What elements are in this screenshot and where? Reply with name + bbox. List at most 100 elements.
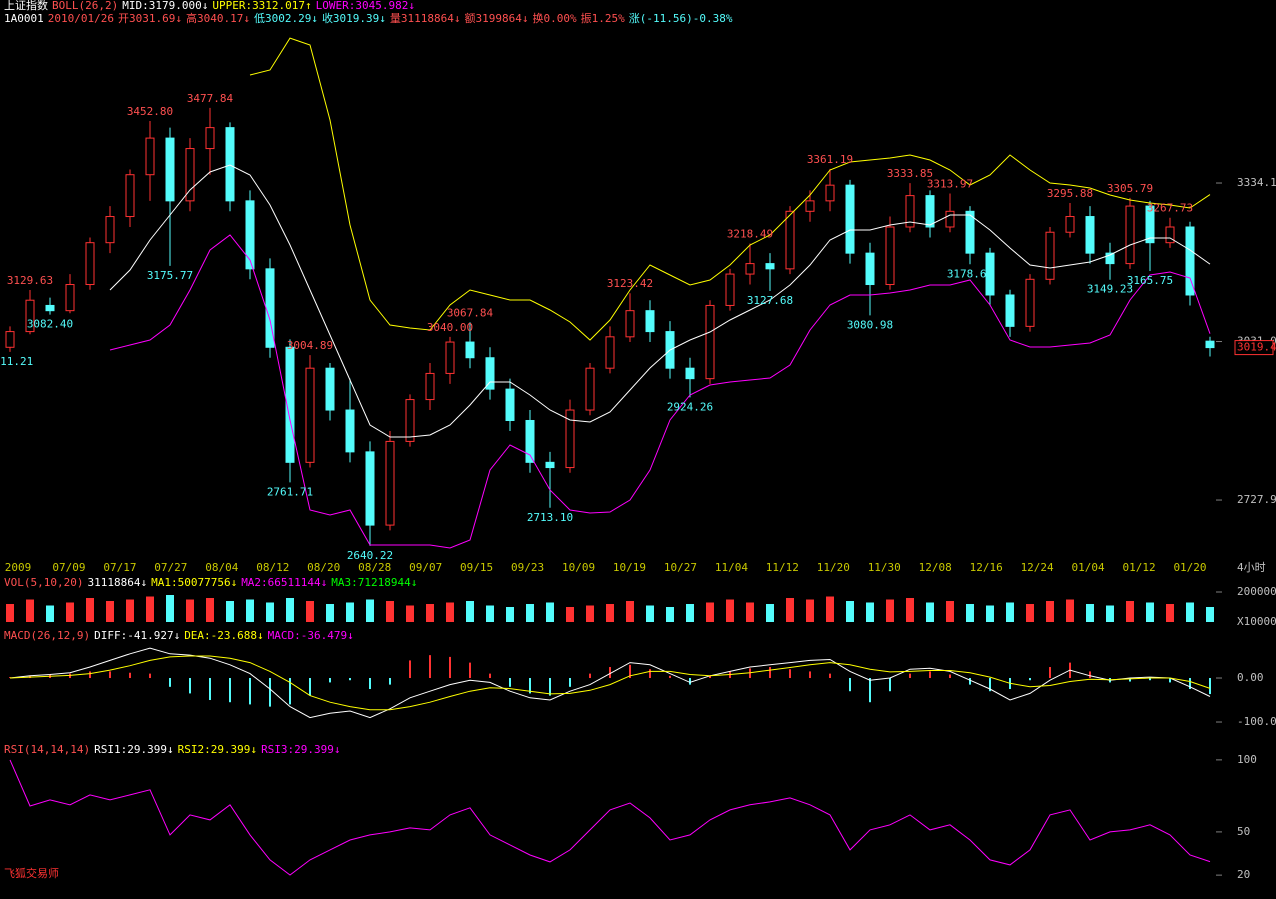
header-text: MA3:71218944↓ (331, 576, 417, 589)
candle-body (1205, 340, 1215, 349)
indicator-line (109, 164, 1211, 438)
header-text: 量31118864↓ (390, 12, 461, 25)
x-tick-label: 01/12 (1122, 561, 1155, 574)
candle-body (505, 388, 515, 421)
header-text: 振1.25% (581, 11, 625, 25)
header-text: VOL(5,10,20) (4, 576, 83, 589)
volume-bar (806, 599, 814, 622)
header-text: RSI2:29.399↓ (178, 743, 257, 756)
candle-body (1145, 205, 1155, 244)
indicator-line (249, 37, 1211, 341)
extreme-label: 3011.21 (0, 355, 33, 368)
header-text: RSI3:29.399↓ (261, 743, 340, 756)
header-text: 涨(-11.56)-0.38% (629, 12, 733, 25)
volume-bar (26, 599, 34, 622)
extreme-label: 3333.85 (887, 167, 933, 180)
candle-body (445, 341, 455, 374)
volume-bar (186, 599, 194, 622)
volume-bar (266, 602, 274, 622)
candle-body (345, 409, 355, 453)
candle-body (685, 367, 695, 380)
extreme-label: 3361.19 (807, 153, 853, 166)
volume-bar (626, 601, 634, 622)
x-tick-label: 08/04 (205, 561, 238, 574)
header-text: 收3019.39↓ (322, 11, 386, 25)
candle-body (825, 184, 835, 202)
candle-body (85, 242, 95, 286)
candle-body (1085, 216, 1095, 254)
header-text: 31118864↓ (87, 576, 147, 589)
x-tick-label: 11/04 (715, 561, 748, 574)
volume-bar (686, 604, 694, 622)
candle-body (525, 419, 535, 463)
header-text: MA1:50077756↓ (151, 576, 237, 589)
candle-body (845, 184, 855, 254)
volume-bar (1106, 605, 1114, 622)
volume-bar (446, 602, 454, 622)
header-text: RSI1:29.399↓ (94, 743, 173, 756)
candle-body (645, 310, 655, 333)
header-text: UPPER:3312.017↑ (212, 0, 311, 12)
x-tick-label: 08/28 (358, 561, 391, 574)
volume-bar (1066, 599, 1074, 622)
candle-body (285, 346, 295, 463)
x-tick-label: 10/09 (562, 561, 595, 574)
y-tick-label: 200000 (1237, 585, 1276, 598)
extreme-label: 2640.22 (347, 549, 393, 562)
y-tick-label: 0.00 (1237, 671, 1264, 684)
volume-bar (646, 605, 654, 622)
y-tick-label: -100.0 (1237, 715, 1276, 728)
volume-bar (826, 596, 834, 622)
extreme-label: 3080.98 (847, 318, 893, 331)
header-text: 上证指数 (4, 0, 48, 12)
volume-bar (866, 602, 874, 622)
candle-body (625, 310, 635, 338)
x-tick-label: 01/20 (1173, 561, 1206, 574)
candle-body (465, 341, 475, 359)
extreme-label: 3175.77 (147, 269, 193, 282)
candle-body (425, 372, 435, 401)
volume-bar (586, 605, 594, 622)
extreme-label: 2713.10 (527, 511, 573, 524)
candle-body (1025, 278, 1035, 327)
header-text: 低3002.29↓ (254, 12, 318, 25)
extreme-label: 2924.26 (667, 400, 713, 413)
volume-bar (1206, 607, 1214, 622)
candle-body (945, 210, 955, 228)
indicator-line (109, 234, 1211, 549)
extreme-label: 3305.79 (1107, 182, 1153, 195)
volume-bar (546, 602, 554, 622)
x-tick-label: 10/19 (613, 561, 646, 574)
last-price-box (1234, 340, 1274, 356)
indicator-line (9, 647, 1211, 719)
extreme-label: 3165.75 (1127, 274, 1173, 287)
extreme-label: 3123.42 (607, 277, 653, 290)
candle-body (925, 195, 935, 228)
volume-bar (386, 601, 394, 622)
candle-body (385, 440, 395, 526)
candle-body (205, 127, 215, 150)
candle-body (805, 200, 815, 212)
volume-bar (606, 604, 614, 622)
volume-bar (1186, 602, 1194, 622)
volume-bar (706, 602, 714, 622)
volume-bar (6, 604, 14, 622)
x-tick-label: 01/04 (1072, 561, 1105, 574)
x-tick-label: 12/08 (919, 561, 952, 574)
x-unit: 4小时 (1237, 561, 1266, 574)
candle-body (225, 127, 235, 202)
candle-body (1185, 226, 1195, 296)
candle-body (745, 263, 755, 275)
extreme-label: 3004.89 (287, 339, 333, 352)
candle-body (885, 226, 895, 286)
volume-bar (746, 602, 754, 622)
candle-body (765, 263, 775, 270)
extreme-label: 3218.49 (727, 227, 773, 240)
candle-body (125, 174, 135, 218)
candle-body (105, 216, 115, 244)
volume-bar (786, 598, 794, 622)
extreme-label: 3129.63 (7, 274, 53, 287)
volume-bar (926, 602, 934, 622)
x-tick-label: 07/17 (103, 561, 136, 574)
